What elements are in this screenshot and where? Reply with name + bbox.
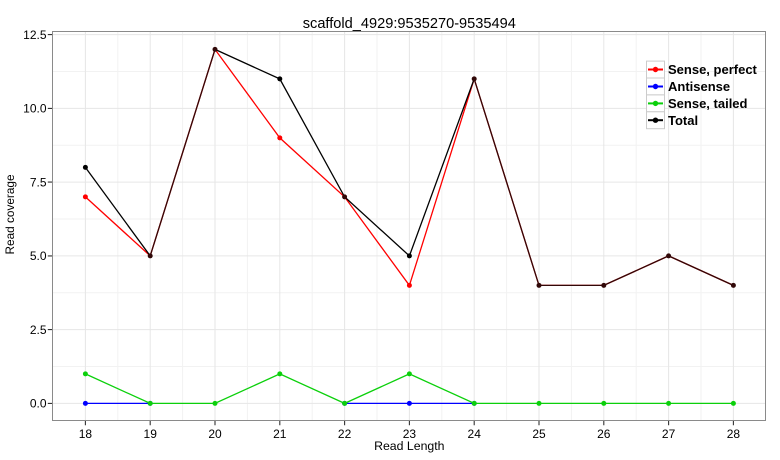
svg-text:scaffold_4929:9535270-9535494: scaffold_4929:9535270-9535494 (303, 16, 516, 32)
svg-text:Antisense: Antisense (668, 79, 730, 94)
svg-text:25: 25 (532, 427, 546, 441)
svg-text:21: 21 (273, 427, 287, 441)
svg-text:28: 28 (727, 427, 741, 441)
svg-text:Sense, perfect: Sense, perfect (668, 62, 758, 77)
svg-text:5.0: 5.0 (30, 249, 47, 263)
svg-text:22: 22 (338, 427, 352, 441)
svg-text:Total: Total (668, 113, 698, 128)
svg-text:Sense, tailed: Sense, tailed (668, 96, 748, 111)
svg-text:18: 18 (79, 427, 93, 441)
svg-text:12.5: 12.5 (23, 28, 47, 42)
svg-text:0.0: 0.0 (30, 397, 47, 411)
svg-text:19: 19 (144, 427, 158, 441)
svg-text:7.5: 7.5 (30, 175, 47, 189)
svg-text:20: 20 (208, 427, 222, 441)
svg-text:23: 23 (403, 427, 417, 441)
svg-text:24: 24 (468, 427, 482, 441)
svg-text:10.0: 10.0 (23, 102, 47, 116)
svg-text:Read Length: Read Length (374, 439, 445, 453)
svg-text:Read coverage: Read coverage (3, 174, 17, 254)
svg-text:27: 27 (662, 427, 676, 441)
svg-text:26: 26 (597, 427, 611, 441)
svg-text:2.5: 2.5 (30, 323, 47, 337)
